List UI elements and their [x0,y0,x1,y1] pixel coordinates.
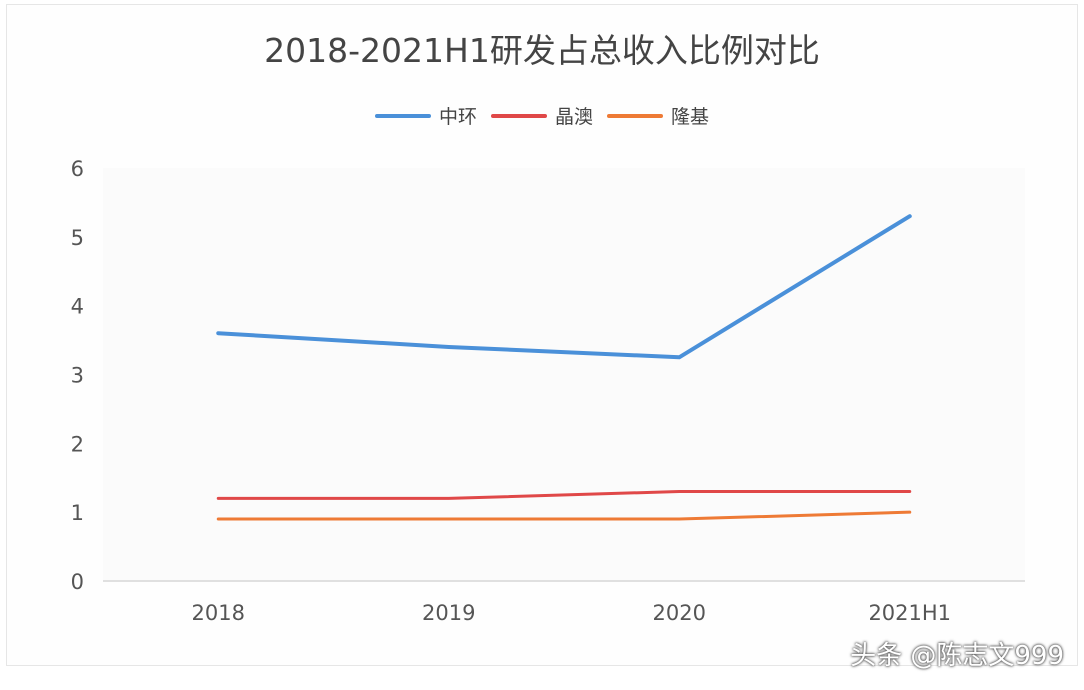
series-line-晶澳 [216,490,912,500]
series-line-隆基 [216,510,912,521]
legend-label: 晶澳 [554,106,593,128]
watermark: 头条 @陈志文999 [850,641,1064,671]
y-tick-label: 6 [71,157,84,181]
legend-label: 隆基 [671,106,710,128]
legend-swatch [607,113,663,118]
legend-swatch [374,113,431,118]
x-tick-label: 2018 [192,601,245,625]
y-tick-label: 5 [71,226,84,250]
legend-item: 晶澳 [490,102,593,129]
legend: 中环 晶澳 隆基 [0,102,1084,129]
legend-item: 隆基 [607,102,709,129]
legend-item: 中环 [374,102,477,129]
x-tick-label: 2021H1 [868,601,951,625]
y-tick-label: 4 [71,295,84,319]
y-tick-label: 1 [71,501,84,525]
y-tick-label: 3 [71,364,84,388]
x-tick-label: 2020 [653,601,706,625]
chart-title: 2018-2021H1研发占总收入比例对比 [264,31,820,70]
y-tick-label: 2 [71,432,84,456]
series-line-中环 [216,214,912,360]
x-tick-label: 2019 [422,601,475,625]
legend-label: 中环 [438,106,477,128]
legend-swatch [490,113,547,118]
y-tick-label: 0 [71,570,84,594]
